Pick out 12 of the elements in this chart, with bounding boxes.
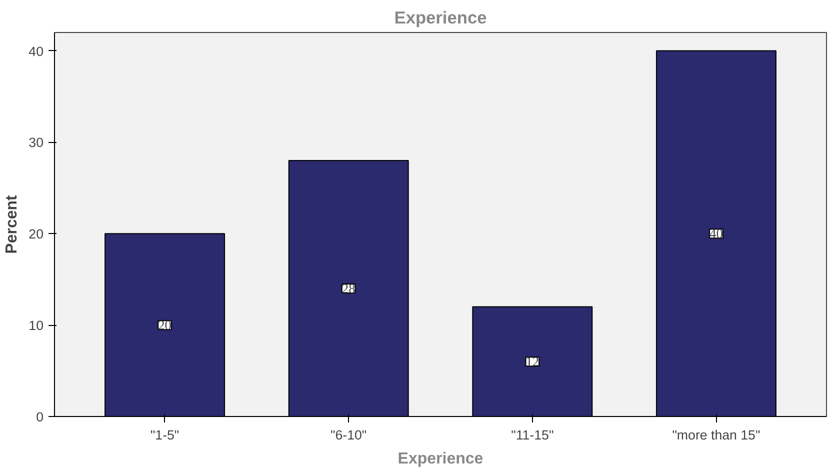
x-tick-label: "11-15" — [511, 428, 554, 442]
x-tick-label: "6-10" — [330, 428, 367, 442]
x-tick-label: "more than 15" — [672, 428, 760, 442]
y-tick-label: 20 — [28, 226, 44, 242]
y-tick-label: 10 — [28, 318, 44, 334]
chart-title: Experience — [394, 8, 488, 28]
x-tick-label: "1-5" — [150, 428, 180, 442]
y-axis-title: Percent — [4, 194, 21, 254]
y-tick-label: 0 — [36, 410, 44, 424]
y-tick-label: 30 — [28, 135, 44, 150]
y-tick-label: 40 — [28, 44, 44, 59]
x-axis-title: Experience — [398, 450, 484, 468]
